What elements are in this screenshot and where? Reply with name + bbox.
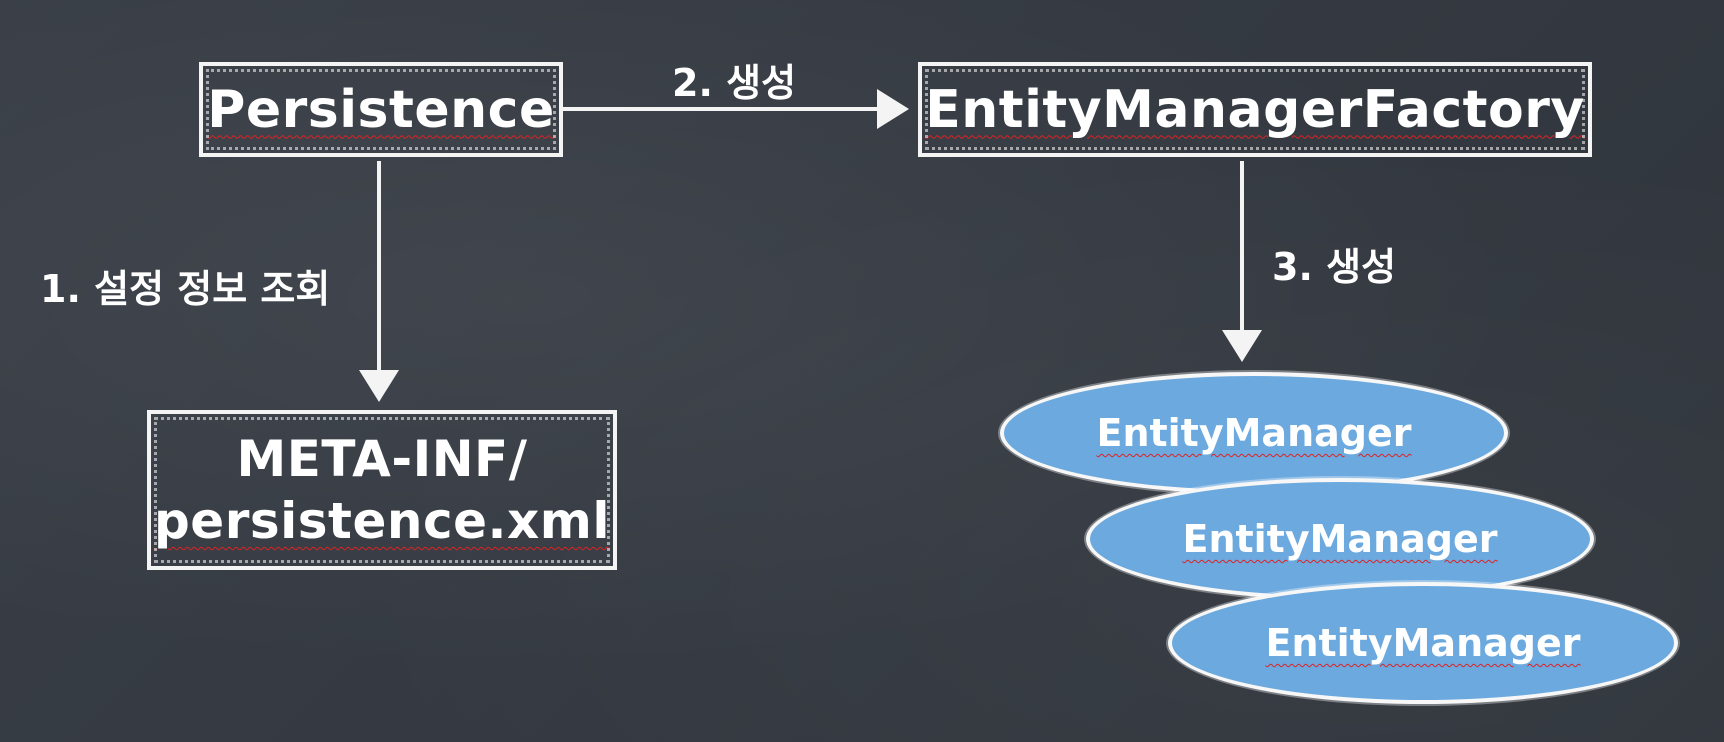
persistence-box: Persistence — [199, 62, 563, 157]
step2-label: 2. 생성 — [672, 61, 797, 105]
persistence-label: Persistence — [207, 79, 555, 140]
entity-manager-label: EntityManager — [1182, 517, 1498, 561]
entity-manager-ellipse: EntityManager — [1000, 372, 1508, 494]
entity-manager-ellipse: EntityManager — [1086, 478, 1594, 600]
entity-manager-label: EntityManager — [1096, 411, 1412, 455]
entity-manager-factory-box: EntityManagerFactory — [918, 62, 1592, 157]
meta-inf-label: META-INF/ — [236, 430, 528, 488]
persistence-xml-box: META-INF/ persistence.xml — [147, 410, 617, 570]
entity-manager-label: EntityManager — [1265, 621, 1581, 665]
step3-label: 3. 생성 — [1272, 245, 1397, 289]
entity-manager-ellipse: EntityManager — [1168, 582, 1678, 704]
entity-manager-factory-label: EntityManagerFactory — [925, 79, 1585, 140]
persistence-xml-label: persistence.xml — [154, 492, 610, 550]
step1-label: 1. 설정 정보 조회 — [40, 267, 331, 311]
